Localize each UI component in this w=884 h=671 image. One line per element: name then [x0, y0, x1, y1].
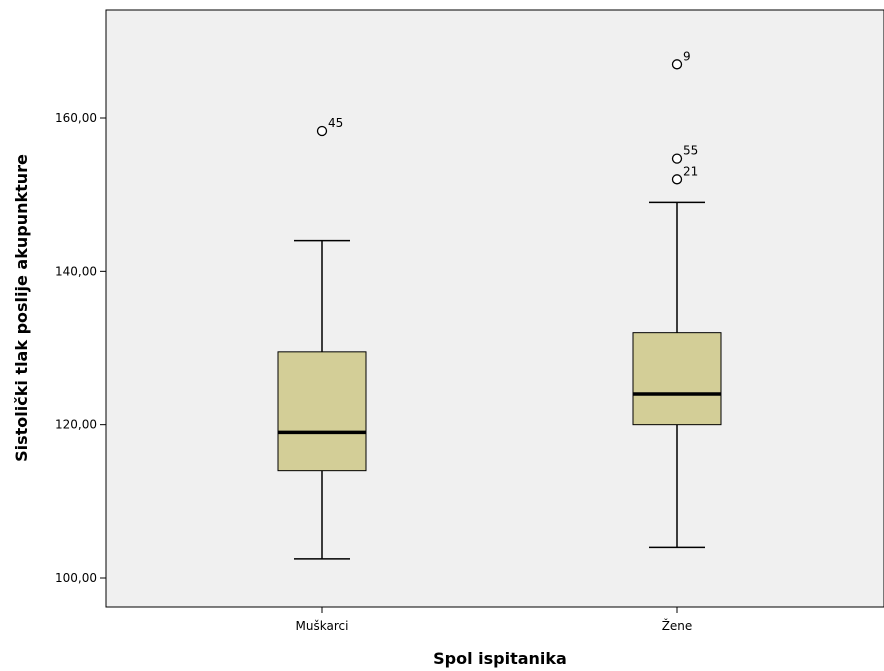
x-tick-label: Muškarci: [296, 619, 349, 633]
outlier-point: [671, 174, 683, 185]
outlier-label: 9: [683, 49, 691, 63]
box-iqr: [277, 351, 367, 472]
y-tick-label: 140,00: [55, 264, 97, 278]
outlier-point: [671, 59, 683, 70]
outlier-point: [316, 125, 328, 137]
outlier-label: 21: [683, 164, 698, 178]
y-tick-label: 100,00: [55, 571, 97, 585]
plot-area: [105, 9, 884, 608]
y-axis-title: Sistolički tlak poslije akupunkture: [12, 154, 31, 462]
outlier-label: 45: [328, 116, 343, 130]
y-tick-label: 120,00: [55, 418, 97, 432]
outlier-label: 55: [683, 144, 698, 158]
x-axis-title: Spol ispitanika: [433, 649, 567, 668]
box-iqr: [632, 332, 722, 426]
outlier-point: [671, 153, 683, 164]
box-group: 45: [277, 116, 367, 560]
box-series: 45 9 55 21: [277, 49, 722, 560]
x-axis: Muškarci Žene: [296, 607, 693, 633]
y-axis: 100,00 120,00 140,00 160,00: [55, 111, 106, 585]
x-tick-label: Žene: [662, 618, 693, 633]
box-group: 9 55 21: [632, 49, 722, 549]
y-tick-label: 160,00: [55, 111, 97, 125]
